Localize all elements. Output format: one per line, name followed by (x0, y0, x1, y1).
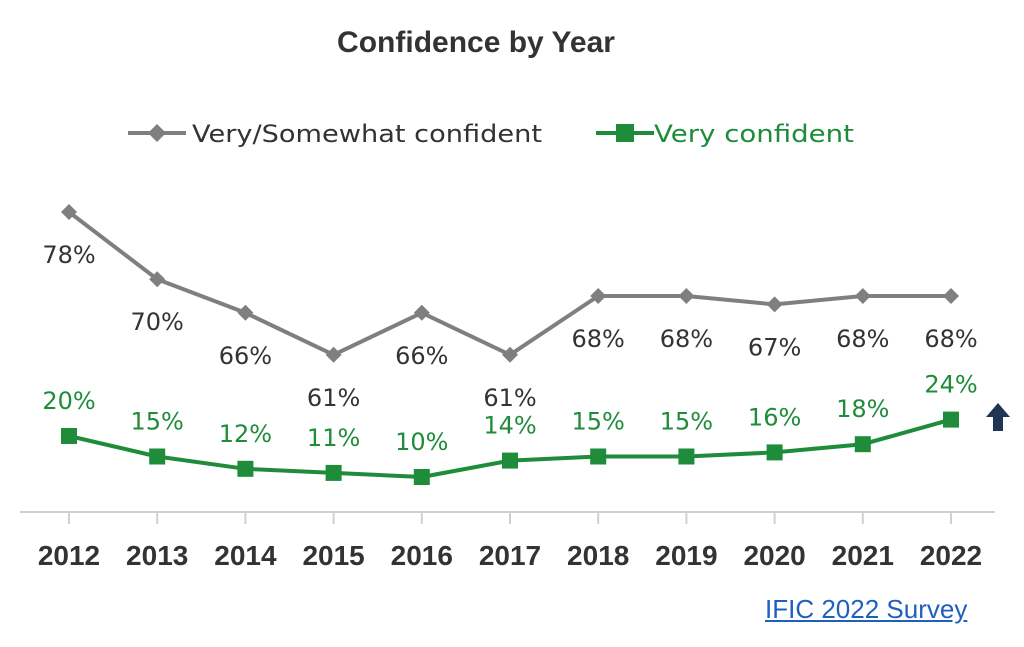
x-tick-label: 2012 (38, 540, 100, 571)
x-tick-label: 2019 (655, 540, 717, 571)
up-arrow-icon (986, 403, 1010, 431)
data-point (149, 448, 166, 465)
data-point (943, 411, 959, 428)
data-point (325, 346, 342, 363)
x-tick-label: 2018 (567, 540, 629, 571)
data-point (61, 428, 77, 444)
data-point (413, 304, 430, 321)
x-tick-label: 2016 (391, 540, 453, 571)
data-point (237, 460, 254, 477)
data-point (502, 346, 518, 363)
data-label: 15% (572, 408, 625, 436)
data-label: 70% (131, 308, 184, 336)
x-tick-label: 2014 (214, 540, 277, 571)
data-label: 24% (924, 371, 977, 399)
legend: Very/Somewhat confident Very confident (128, 120, 854, 148)
data-label: 20% (42, 387, 95, 415)
data-label: 16% (748, 403, 801, 431)
data-label: 14% (483, 412, 536, 440)
legend-label: Very/Somewhat confident (192, 120, 542, 148)
data-point (678, 448, 695, 465)
data-label: 61% (483, 384, 536, 412)
data-point (766, 444, 783, 461)
data-point (854, 288, 871, 304)
x-axis: 2012 2013 2014 2015 2016 2017 2018 2019 2020 2021… (20, 511, 995, 571)
chart-title: Confidence by Year (337, 26, 615, 59)
legend-marker (148, 124, 166, 142)
data-point (678, 288, 695, 304)
data-point (149, 271, 166, 288)
data-label: 18% (836, 395, 889, 423)
x-tick-label: 2021 (832, 540, 894, 571)
series-very-somewhat-confident: 78% 70% 66% 61% 66% 61% 68% 68% 67% 68% 68% (42, 204, 978, 412)
data-label: 10% (395, 428, 448, 456)
legend-marker (616, 124, 634, 142)
data-point (413, 469, 430, 485)
data-label: 68% (836, 325, 889, 353)
data-point (237, 304, 254, 321)
data-point (61, 204, 77, 220)
data-label: 66% (219, 342, 272, 370)
annotation-layer (986, 403, 1010, 431)
data-label: 68% (924, 325, 977, 353)
data-point (502, 452, 518, 469)
x-tick-label: 2013 (126, 540, 188, 571)
data-point (766, 296, 783, 313)
data-label: 66% (395, 342, 448, 370)
series-layer: 78% 70% 66% 61% 66% 61% 68% 68% 67% 68% 68% 20% 15% 1… (42, 204, 978, 485)
data-label: 78% (42, 241, 95, 269)
series-line (67, 210, 951, 357)
source-link[interactable]: IFIC 2022 Survey (765, 594, 968, 624)
data-label: 12% (219, 420, 272, 448)
legend-item: Very confident (596, 120, 854, 148)
data-label: 15% (660, 408, 713, 436)
x-tick-label: 2022 (920, 540, 982, 571)
data-label: 15% (131, 408, 184, 436)
x-tick-label: 2017 (479, 540, 541, 571)
data-point (943, 288, 959, 304)
data-label: 68% (660, 325, 713, 353)
legend-label: Very confident (654, 120, 854, 148)
data-label: 11% (307, 424, 360, 452)
x-tick-label: 2015 (302, 540, 364, 571)
data-point (590, 288, 607, 304)
data-point (854, 436, 871, 453)
data-label: 68% (572, 325, 625, 353)
series-very-confident: 20% 15% 12% 11% 10% 14% 15% 15% 16% 18% 24% (42, 371, 978, 485)
data-point (590, 448, 607, 465)
legend-item: Very/Somewhat confident (128, 120, 542, 148)
data-point (325, 464, 342, 481)
data-label: 61% (307, 384, 360, 412)
x-tick-label: 2020 (743, 540, 805, 571)
data-label: 67% (748, 333, 801, 361)
